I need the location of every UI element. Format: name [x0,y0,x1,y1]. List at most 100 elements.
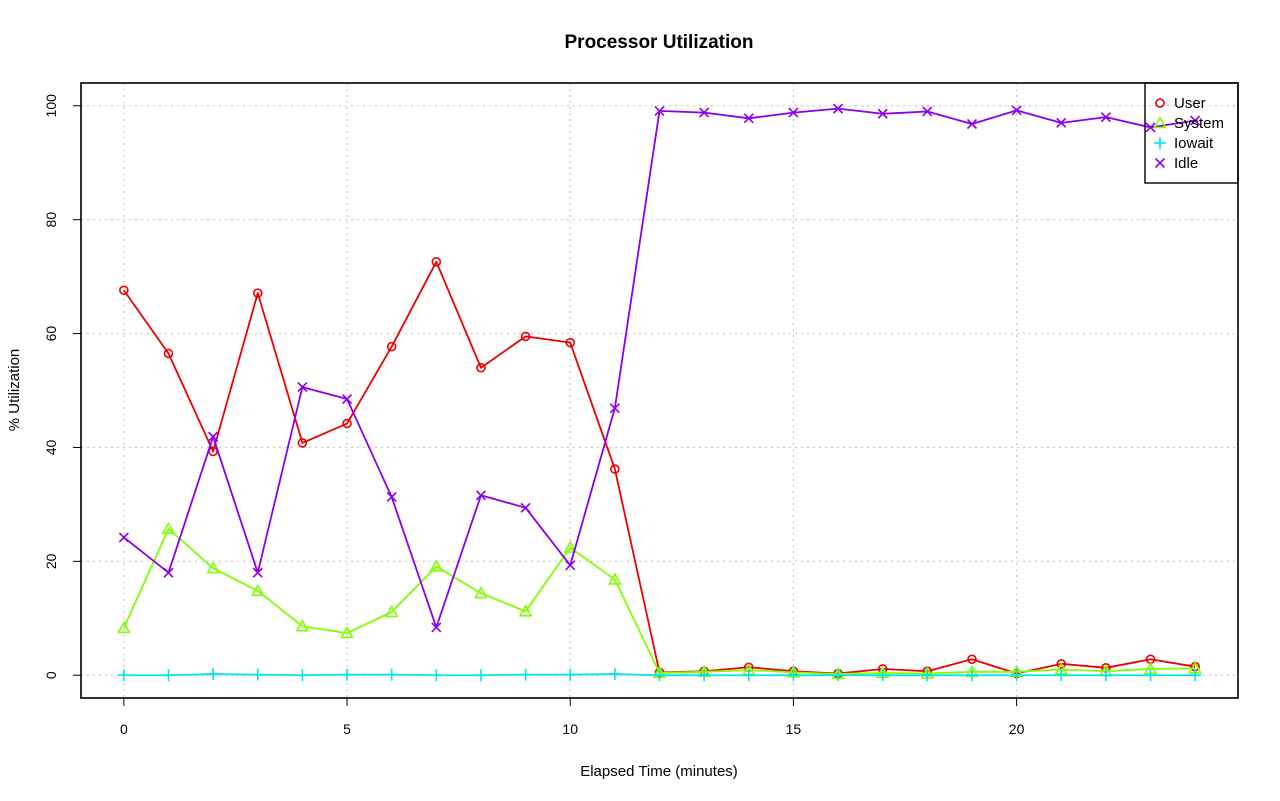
data-point-idle [966,118,978,130]
data-point-iowait [296,669,309,682]
data-point-iowait [832,669,845,682]
series-system [116,521,1203,680]
series-idle [118,103,1201,633]
data-point-idle [922,106,933,117]
data-point-iowait [653,669,666,682]
series-line-idle [123,107,1196,629]
legend-label-system: System [1174,115,1224,132]
data-point-iowait [519,668,532,681]
x-tick-label: 20 [1009,721,1025,737]
chart-title: Processor Utilization [565,32,754,53]
data-point-system [340,625,354,639]
legend-marker-idle [1154,157,1166,169]
legend-marker-system [1153,115,1167,129]
data-point-idle [163,567,174,578]
data-point-iowait [207,668,220,681]
data-point-idle [118,532,129,543]
data-point-user [565,337,576,348]
data-point-idle [832,103,844,114]
data-point-iowait [698,669,711,682]
y-tick-label: 80 [43,212,59,228]
data-point-idle [386,491,397,503]
x-tick-label: 10 [562,721,578,737]
data-point-iowait [251,668,264,681]
data-point-iowait [1189,669,1202,682]
data-point-system [295,619,310,632]
data-point-idle [788,107,799,118]
data-point-idle [520,502,531,513]
data-point-idle [431,622,442,633]
data-point-user [119,285,129,296]
data-point-iowait [117,669,130,682]
data-point-idle [1190,115,1201,126]
data-point-system [161,521,176,535]
data-point-idle [1056,117,1067,128]
data-point-idle [699,107,710,118]
y-tick-label: 100 [43,94,59,118]
data-point-idle [743,113,754,124]
data-point-iowait [1099,669,1112,682]
data-point-user [342,418,352,429]
y-tick-label: 60 [43,326,59,342]
y-axis-label: % Utilization [6,349,23,432]
data-point-iowait [742,669,755,682]
data-point-iowait [385,668,398,681]
data-point-system [384,604,399,618]
data-point-idle [654,105,665,116]
data-point-system [608,572,622,585]
legend-label-user: User [1174,95,1206,112]
series-lines [116,103,1203,682]
data-point-idle [609,403,620,414]
y-tick-label: 20 [43,553,59,569]
data-point-idle [208,431,219,442]
data-point-idle [877,108,888,119]
data-point-iowait [965,669,978,682]
x-tick-label: 15 [786,721,802,737]
series-iowait [117,668,1202,682]
data-point-user [431,257,442,267]
data-point-idle [475,490,487,501]
data-point-user [610,464,620,474]
data-point-iowait [1010,669,1023,682]
data-point-idle [1100,112,1111,123]
data-point-user [252,288,263,298]
data-point-user [163,348,174,359]
x-tick-label: 5 [343,721,351,737]
legend-box [1144,82,1239,184]
data-point-iowait [787,669,800,682]
y-axis: 0 20 40 60 80 100 [43,94,82,679]
data-point-iowait [608,668,621,681]
legend-marker-iowait [1154,137,1166,149]
legend-label-iowait: Iowait [1174,135,1214,152]
data-point-idle [1011,105,1022,116]
series-line-system [123,527,1196,675]
data-point-iowait [474,669,487,682]
data-point-iowait [430,669,443,682]
x-axis: 0 5 10 15 20 [120,697,1025,737]
data-point-iowait [341,668,354,681]
legend: User System Iowait Idle [1144,82,1239,184]
data-point-user [386,341,397,352]
data-point-iowait [1144,669,1157,682]
data-point-idle [341,393,353,405]
grid [81,83,1238,698]
legend-marker-user [1155,98,1165,108]
data-point-user [1056,659,1067,669]
data-point-system [474,586,488,599]
data-point-iowait [162,669,175,682]
y-tick-label: 40 [43,439,59,455]
data-point-user [520,331,531,342]
data-point-user [967,654,977,665]
data-point-idle [252,567,263,578]
data-point-system [250,583,265,597]
x-tick-label: 0 [120,721,128,737]
data-point-system [518,604,533,617]
data-point-user [476,362,486,373]
data-point-iowait [876,669,889,682]
data-point-system [116,620,131,634]
data-point-idle [297,382,308,393]
legend-label-idle: Idle [1174,155,1198,172]
data-point-iowait [921,669,934,682]
data-point-idle [565,560,576,571]
